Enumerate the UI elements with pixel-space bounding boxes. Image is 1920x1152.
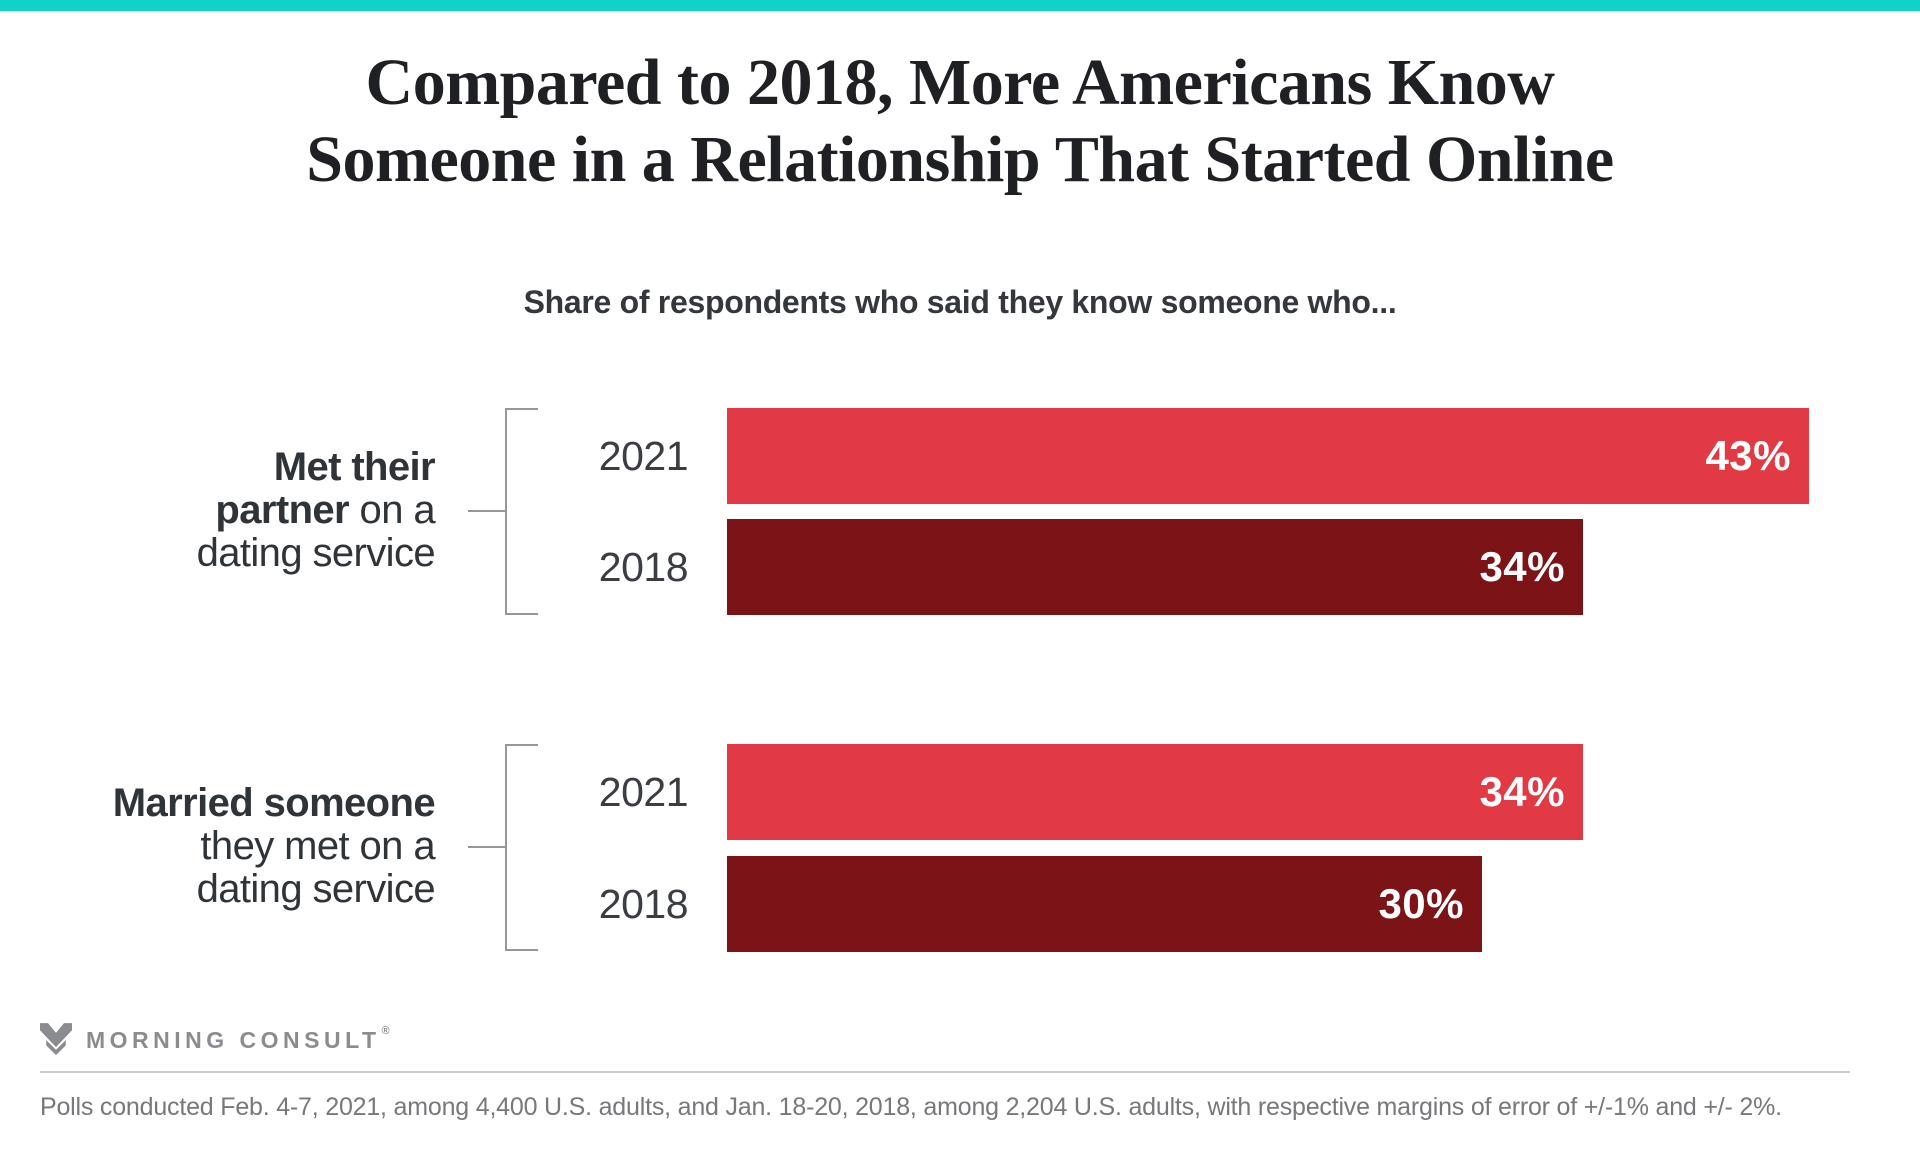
- category-label: Met their partner on a dating service: [0, 445, 436, 575]
- registered-mark: ®: [381, 1025, 390, 1037]
- bar-value-label: 34%: [1479, 768, 1565, 815]
- chart-subtitle: Share of respondents who said they know …: [523, 284, 1397, 320]
- bracket-connector-line: [468, 510, 506, 512]
- category-label-line: partner on a: [215, 488, 435, 532]
- category-label-line: dating service: [196, 531, 436, 575]
- morning-consult-logo: MORNING CONSULT ®: [40, 1020, 390, 1060]
- bar-value-label: 30%: [1378, 880, 1464, 927]
- bar-group-married-someone: Married someone they met on a dating ser…: [0, 744, 1920, 952]
- brand-accent-bar: [0, 0, 1920, 11]
- chart-title-line1: Compared to 2018, More Americans Know: [365, 46, 1555, 119]
- bracket-connector-line: [468, 846, 506, 848]
- brand-wordmark: MORNING CONSULT: [86, 1026, 381, 1053]
- footer-divider: [40, 1071, 1850, 1073]
- year-label-2018: 2018: [598, 544, 689, 590]
- chart-title-line2: Someone in a Relationship That Started O…: [306, 123, 1614, 196]
- year-label-2018: 2018: [598, 881, 689, 927]
- category-bracket: [505, 408, 538, 615]
- category-label-line: dating service: [196, 867, 436, 911]
- category-bracket: [505, 744, 538, 951]
- bar-value-label: 34%: [1479, 543, 1565, 590]
- year-label-2021: 2021: [598, 769, 689, 815]
- category-label: Married someone they met on a dating ser…: [0, 781, 436, 911]
- category-label-line: they met on a: [200, 824, 435, 868]
- chart-title: Compared to 2018, More Americans Know So…: [0, 44, 1920, 198]
- bar-2018-met-partner: 34%: [727, 519, 1583, 615]
- bar-2021-married-someone: 34%: [727, 744, 1583, 840]
- bar-2021-met-partner: 43%: [727, 408, 1809, 504]
- bar-group-met-partner: Met their partner on a dating service 20…: [0, 408, 1920, 615]
- category-label-line: Met their: [273, 445, 436, 489]
- year-label-2021: 2021: [598, 433, 689, 479]
- bar-value-label: 43%: [1705, 432, 1791, 479]
- morning-consult-m-icon: [40, 1023, 72, 1056]
- source-note: Polls conducted Feb. 4-7, 2021, among 4,…: [40, 1093, 1782, 1121]
- category-label-line: Married someone: [112, 781, 436, 825]
- bar-2018-married-someone: 30%: [727, 856, 1482, 952]
